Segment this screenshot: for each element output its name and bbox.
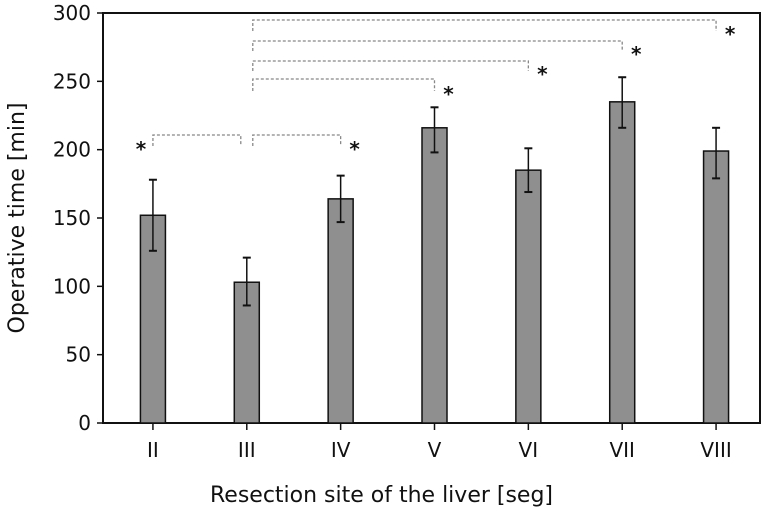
x-axis-label: Resection site of the liver [seg] <box>210 483 553 508</box>
significance-bracket <box>252 40 623 51</box>
y-tick-label: 100 <box>53 274 91 298</box>
significance-bracket <box>252 78 436 91</box>
significance-asterisk: * <box>443 82 454 106</box>
bar <box>608 101 636 424</box>
x-tick-label: VI <box>519 438 539 462</box>
significance-asterisk: * <box>349 137 360 161</box>
y-tick-label: 300 <box>53 1 91 25</box>
significance-bracket <box>252 19 717 31</box>
bar <box>139 214 167 424</box>
bar <box>327 198 354 424</box>
y-tick-label: 50 <box>66 343 91 367</box>
bar <box>421 127 448 424</box>
x-tick-label: II <box>147 438 159 462</box>
x-tick-label: III <box>238 438 256 462</box>
significance-asterisk: * <box>537 62 548 86</box>
bar <box>702 150 730 424</box>
x-tick-label: VIII <box>700 438 731 462</box>
x-tick-label: IV <box>331 438 351 462</box>
y-tick-label: 150 <box>53 206 91 230</box>
significance-asterisk: * <box>136 137 147 161</box>
y-tick-label: 0 <box>78 411 91 435</box>
bar <box>515 169 542 424</box>
significance-asterisk: * <box>725 22 736 46</box>
y-tick-label: 250 <box>53 69 91 93</box>
y-axis-label: Operative time [min] <box>5 103 30 334</box>
x-tick-label: V <box>428 438 442 462</box>
y-tick-label: 200 <box>53 138 91 162</box>
significance-bracket <box>152 134 242 146</box>
significance-asterisk: * <box>631 42 642 66</box>
significance-bracket <box>252 134 342 146</box>
significance-bracket <box>252 60 530 71</box>
x-tick-label: VII <box>609 438 634 462</box>
